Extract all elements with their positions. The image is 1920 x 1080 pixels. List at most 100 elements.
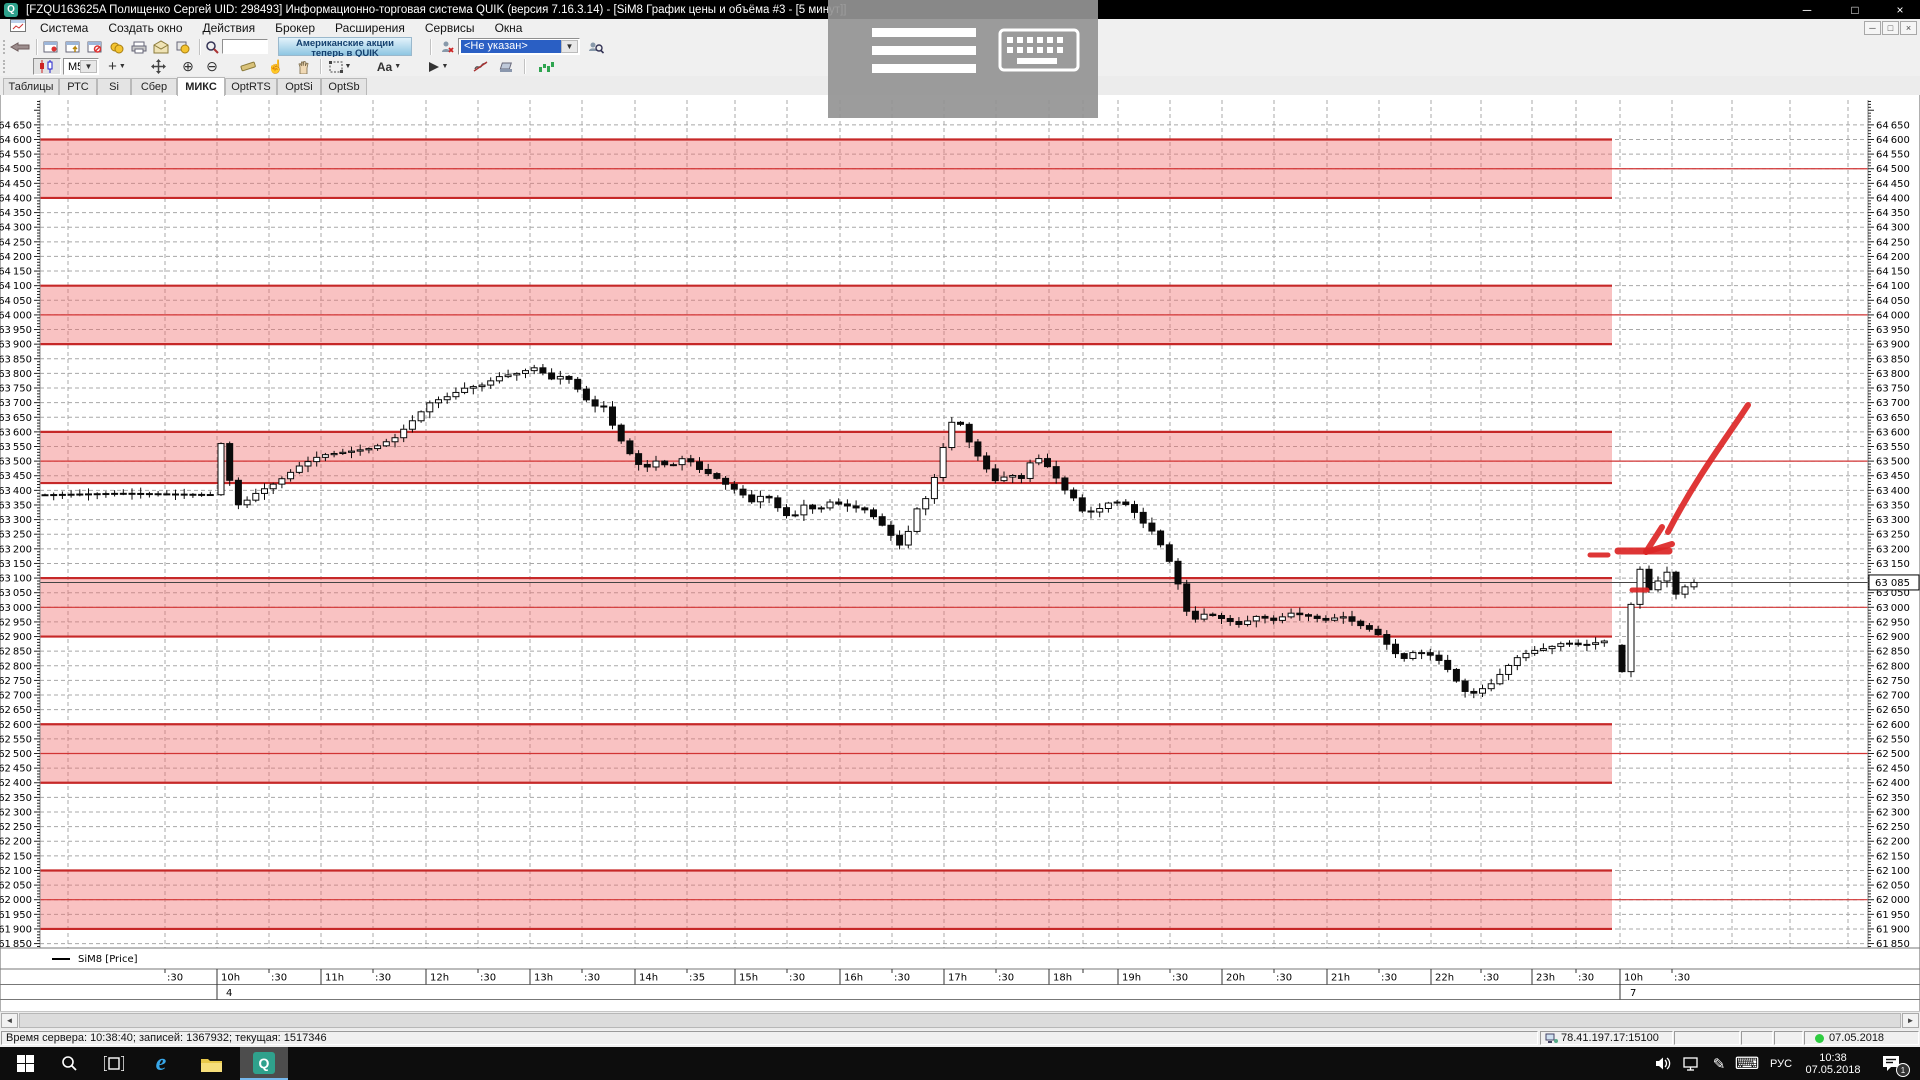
chart-window-icon (10, 19, 26, 37)
marker-tool-button[interactable]: ▼ (424, 58, 452, 75)
file-explorer-button[interactable] (192, 1047, 230, 1080)
money-limits-button[interactable] (106, 39, 128, 55)
quik-taskbar-button[interactable]: Q (240, 1047, 288, 1080)
order-stop-icon (87, 41, 102, 53)
client-select[interactable]: <Не указан> ▼ (458, 38, 580, 55)
scroll-right-button[interactable]: ► (1902, 1013, 1919, 1028)
timeframe-select[interactable]: M5 ▼ (63, 58, 99, 75)
chevron-down-icon[interactable]: ▼ (118, 63, 126, 70)
toolbar-grip[interactable] (3, 60, 8, 73)
search-button[interactable] (203, 39, 221, 55)
portfolio-button[interactable] (172, 39, 194, 55)
touch-keyboard-icon[interactable] (998, 28, 1082, 74)
chart-type-button[interactable] (33, 58, 61, 75)
zoom-out-button[interactable]: ⊖ (206, 58, 218, 74)
timeframe-value: M5 (68, 61, 84, 73)
chevron-down-icon[interactable]: ▼ (441, 63, 449, 70)
minimize-button[interactable]: ─ (1802, 2, 1812, 17)
start-button[interactable] (8, 1047, 42, 1080)
connection-address: 78.41.197.17:15100 (1561, 1032, 1659, 1044)
move-icon (150, 59, 166, 74)
chevron-down-icon[interactable]: ▼ (80, 60, 97, 73)
taskbar: e Q ✎ ⌨ РУС 10:38 07.05.2018 (0, 1047, 1920, 1080)
status-cell-empty (1741, 1031, 1773, 1045)
menu-extensions[interactable]: Расширения (335, 21, 405, 35)
money-bag-icon (176, 41, 190, 54)
cancel-order-button[interactable] (84, 39, 106, 55)
tab-sber[interactable]: Сбер (131, 78, 177, 95)
search-input[interactable] (222, 39, 268, 54)
menu-broker[interactable]: Брокер (275, 21, 316, 35)
clock-time: 10:38 (1819, 1051, 1847, 1064)
chevron-down-icon[interactable]: ▼ (394, 63, 402, 70)
menu-services[interactable]: Сервисы (424, 21, 475, 35)
restore-button[interactable]: □ (1851, 2, 1859, 17)
text-tool-button[interactable]: Aa ▼ (374, 58, 404, 75)
menu-actions[interactable]: Действия (202, 21, 256, 35)
ruler-tool-button[interactable] (238, 58, 258, 75)
menu-windows[interactable]: Окна (494, 21, 523, 35)
clock[interactable]: 10:38 07.05.2018 (1798, 1047, 1868, 1080)
system-overlay (828, 0, 1098, 118)
internet-explorer-button[interactable]: e (142, 1047, 180, 1080)
chart-scrollbar[interactable]: ◄ ► (0, 1011, 1920, 1030)
child-restore-button[interactable]: □ (1882, 21, 1899, 35)
tab-optsb[interactable]: OptSb (321, 78, 367, 95)
tab-optrts[interactable]: OptRTS (225, 78, 277, 95)
client-select-value: <Не указан> (461, 40, 562, 53)
select-region-button[interactable]: ▼ (327, 58, 353, 75)
session-date: 07.05.2018 (1804, 1031, 1919, 1045)
remove-client-button[interactable] (438, 39, 456, 55)
move-tool-button[interactable] (148, 58, 168, 75)
notification-center-button[interactable]: 1 (1872, 1047, 1912, 1080)
toolbar-grip[interactable] (3, 40, 8, 54)
taskbar-search-button[interactable] (52, 1047, 86, 1080)
network-tray-button[interactable] (1678, 1047, 1704, 1080)
text-tool-label: Aa (376, 59, 393, 74)
pen-icon: ✎ (1712, 1055, 1726, 1073)
scrollbar-thumb[interactable] (19, 1013, 1901, 1028)
menu-system[interactable]: Система (40, 21, 89, 35)
pen-tray-button[interactable]: ✎ (1706, 1047, 1732, 1080)
touch-keyboard-button[interactable]: ⌨ (1732, 1047, 1762, 1080)
tab-micex[interactable]: МИКС (177, 77, 225, 96)
search-icon (206, 41, 219, 54)
child-close-button[interactable]: × (1900, 21, 1917, 35)
zoom-in-button[interactable]: ⊕ (182, 58, 194, 74)
chevron-down-icon[interactable]: ▼ (344, 63, 352, 70)
edit-order-button[interactable] (62, 39, 84, 55)
tab-si[interactable]: Si (97, 78, 131, 95)
candlestick-icon (40, 60, 53, 73)
ie-icon: e (155, 1050, 167, 1076)
chart-window (0, 95, 1920, 1030)
network-icon (1682, 1056, 1698, 1071)
volume-button[interactable] (1650, 1047, 1676, 1080)
mail-icon (153, 40, 169, 54)
speaker-icon (1655, 1057, 1670, 1070)
menu-create-window[interactable]: Создать окно (108, 21, 183, 35)
chevron-down-icon[interactable]: ▼ (561, 40, 578, 53)
add-chart-button[interactable]: + ▼ (108, 58, 126, 75)
print-button[interactable] (128, 39, 150, 55)
find-client-button[interactable] (586, 39, 606, 55)
pointer-tool-button[interactable]: ☝ (267, 58, 285, 74)
hide-drawings-button[interactable] (470, 58, 490, 75)
pan-tool-button[interactable] (293, 58, 313, 75)
new-order-button[interactable] (40, 39, 62, 55)
messages-button[interactable] (150, 39, 172, 55)
language-indicator[interactable]: РУС (1764, 1047, 1798, 1080)
hamburger-menu-icon[interactable] (868, 24, 988, 78)
tab-tables[interactable]: Таблицы (3, 78, 59, 95)
connection-key-button[interactable] (8, 39, 32, 55)
marker-flag-icon (428, 61, 439, 72)
add-indicator-button[interactable] (534, 58, 558, 75)
eraser-tool-button[interactable] (496, 58, 516, 75)
child-minimize-button[interactable]: ─ (1864, 21, 1881, 35)
tab-optsi[interactable]: OptSi (277, 78, 321, 95)
order-hand-icon (65, 41, 80, 53)
tab-rts[interactable]: РТС (59, 78, 97, 95)
ad-banner[interactable]: Американские акции теперь в QUIK (278, 37, 412, 58)
close-button[interactable]: × (1896, 2, 1904, 17)
scroll-left-button[interactable]: ◄ (1, 1013, 18, 1028)
task-view-button[interactable] (96, 1047, 132, 1080)
